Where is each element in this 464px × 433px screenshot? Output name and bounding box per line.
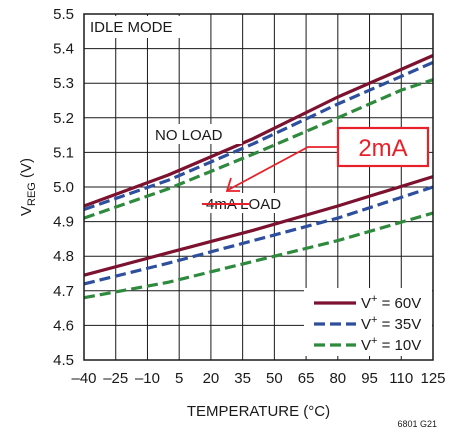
x-tick-label: 110 — [389, 370, 413, 387]
callout-2ma: 2mA — [225, 126, 430, 192]
x-tick-label: 35 — [234, 370, 251, 387]
series-line-no-load-10V — [83, 78, 434, 220]
plot-frame — [83, 13, 434, 361]
annotation-no-load: NO LOAD — [152, 124, 242, 144]
legend-label: V+ = 60V — [361, 293, 421, 312]
y-tick-label: 4.8 — [53, 248, 74, 265]
mode-label: IDLE MODE — [90, 19, 173, 36]
legend-background — [304, 288, 432, 356]
y-tick-label: 4.5 — [53, 352, 74, 369]
y-tick-label: 4.7 — [53, 283, 74, 300]
callout-box — [336, 126, 430, 168]
y-tick-label: 4.6 — [53, 317, 74, 334]
x-tick-label: 125 — [420, 370, 445, 387]
callout-arrow-line — [227, 146, 338, 191]
y-tick-label: 4.9 — [53, 214, 74, 231]
series-line-4ma-load-10V — [83, 211, 434, 300]
y-tick-label: 5.3 — [53, 75, 74, 92]
series-line-4ma-load-35V — [83, 185, 434, 286]
x-tick-labels: –40 –25 –10 5 20 35 50 65 80 95 110 125 — [71, 370, 445, 387]
y-axis-title: VREG (V) — [18, 158, 38, 216]
no-load-label: NO LOAD — [155, 127, 223, 144]
figure-id: 6801 G21 — [397, 419, 437, 429]
x-tick-label: 80 — [329, 370, 346, 387]
x-tick-label: 65 — [298, 370, 315, 387]
annotation-mode-box: IDLE MODE — [87, 16, 187, 38]
series-layer — [83, 54, 434, 300]
legend: V+ = 60V V+ = 35V V+ = 10V — [304, 288, 432, 356]
y-axis-title-sub: REG — [26, 182, 38, 206]
y-tick-label: 5.5 — [53, 6, 74, 23]
y-tick-labels: 4.5 4.6 4.7 4.8 4.9 5.0 5.1 5.2 5.3 5.4 5.5 — [53, 6, 74, 369]
legend-label: V+ = 10V — [361, 335, 421, 354]
x-tick-label: –25 — [103, 370, 128, 387]
y-axis-title-main: V — [18, 206, 35, 216]
x-tick-label: 20 — [203, 370, 220, 387]
x-tick-label: 50 — [266, 370, 283, 387]
x-axis-title: TEMPERATURE (°C) — [187, 403, 330, 420]
x-tick-label: 5 — [175, 370, 183, 387]
x-tick-label: –40 — [71, 370, 96, 387]
series-line-4ma-load-60V — [83, 175, 434, 277]
callout-arrow-head — [225, 177, 240, 192]
legend-label: V+ = 35V — [361, 314, 421, 333]
y-tick-label: 5.0 — [53, 179, 74, 196]
series-line-no-load-60V — [83, 54, 434, 208]
annotation-load: 4mA LOAD — [202, 193, 288, 213]
callout-label: 2mA — [358, 135, 407, 162]
x-tick-label: 95 — [361, 370, 378, 387]
y-tick-label: 5.4 — [53, 41, 74, 58]
y-tick-label: 5.1 — [53, 144, 74, 161]
x-tick-label: –10 — [135, 370, 160, 387]
y-tick-label: 5.2 — [53, 110, 74, 127]
series-line-no-load-35V — [83, 60, 434, 212]
y-axis-title-unit: (V) — [18, 158, 35, 182]
